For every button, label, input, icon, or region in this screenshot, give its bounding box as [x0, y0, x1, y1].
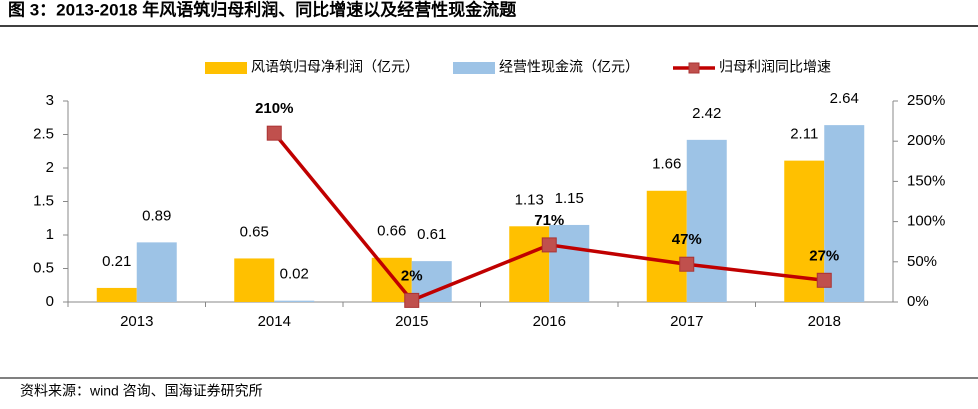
y2-tick-label: 50% [907, 253, 937, 270]
legend-label: 风语筑归母净利润（亿元） [251, 59, 419, 75]
y2-tick-label: 200% [907, 132, 945, 149]
bar [549, 224, 590, 302]
bar [136, 242, 177, 302]
bar [646, 190, 687, 302]
line-marker [679, 256, 695, 272]
legend-label: 归母利润同比增速 [719, 59, 831, 75]
line-marker [541, 237, 557, 253]
x-tick-label: 2015 [395, 313, 428, 330]
legend-swatch [453, 62, 495, 74]
y-tick-label: 3 [46, 92, 54, 109]
bar-value-label: 1.13 [515, 191, 544, 208]
y2-tick-label: 150% [907, 172, 945, 189]
y-tick-label: 2 [46, 159, 54, 176]
bar-value-label: 0.65 [240, 223, 269, 240]
x-tick-label: 2016 [533, 313, 566, 330]
bar-value-label: 0.66 [377, 223, 406, 240]
line-marker [266, 125, 282, 141]
line-marker [404, 292, 420, 308]
legend-swatch [205, 62, 247, 74]
x-tick-label: 2018 [808, 313, 841, 330]
line-marker [816, 272, 832, 288]
y-tick-label: 1 [46, 226, 54, 243]
x-tick-label: 2014 [258, 313, 291, 330]
chart-title: 图 3：2013-2018 年风语筑归母利润、同比增速以及经营性现金流题 [8, 0, 517, 19]
bar-value-label: 0.61 [417, 226, 446, 243]
y-tick-label: 2.5 [33, 125, 54, 142]
bar [96, 287, 137, 302]
bar [234, 258, 275, 302]
y2-tick-label: 250% [907, 92, 945, 109]
legend-label: 经营性现金流（亿元） [499, 59, 639, 75]
line-value-label: 47% [672, 231, 702, 248]
bar-value-label: 2.42 [692, 105, 721, 122]
bar-value-label: 1.15 [555, 190, 584, 207]
line-value-label: 27% [809, 247, 839, 264]
bar-value-label: 0.89 [142, 207, 171, 224]
y2-tick-label: 100% [907, 213, 945, 230]
bar [274, 300, 315, 302]
x-tick-label: 2017 [670, 313, 703, 330]
bar-value-label: 2.11 [790, 126, 818, 143]
y-tick-label: 1.5 [33, 192, 54, 209]
line-value-label: 210% [255, 100, 293, 117]
line-value-label: 2% [401, 267, 423, 284]
y-tick-label: 0 [46, 293, 54, 310]
legend-marker [688, 62, 700, 74]
bar-value-label: 0.21 [102, 253, 131, 270]
source: 资料来源：wind 咨询、国海证券研究所 [20, 383, 263, 399]
line-value-label: 71% [534, 212, 564, 229]
bar-value-label: 0.02 [280, 266, 309, 283]
bar-value-label: 2.64 [830, 90, 859, 107]
bar [824, 125, 865, 303]
x-tick-label: 2013 [120, 313, 153, 330]
y-tick-label: 0.5 [33, 259, 54, 276]
bar [686, 139, 727, 302]
y2-tick-label: 0% [907, 293, 929, 310]
bar-value-label: 1.66 [652, 156, 681, 173]
